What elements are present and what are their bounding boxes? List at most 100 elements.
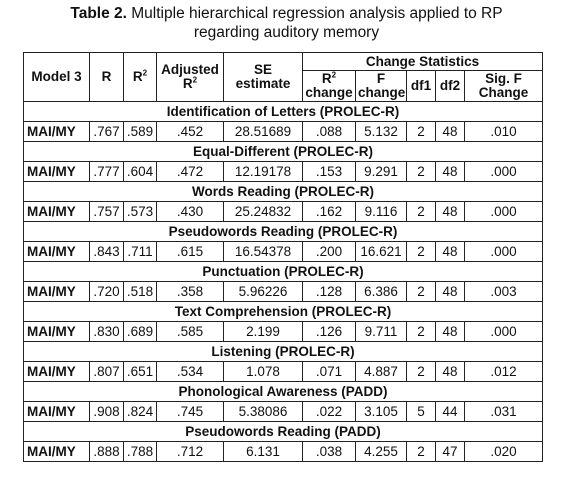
header-se-line1: SE xyxy=(253,62,272,77)
section-title: Phonological Awareness (PADD) xyxy=(23,381,543,402)
cell-sig-f-change: .031 xyxy=(464,401,543,422)
cell-df2: 48 xyxy=(435,361,465,382)
cell-df2: 48 xyxy=(435,201,465,222)
header-row-1: Model 3 R R2 Adjusted R2 SE estimate Chang… xyxy=(23,52,543,102)
cell-r2-change: .126 xyxy=(302,321,356,342)
cell-se-estimate: 5.38086 xyxy=(223,401,303,422)
cell-r2-change: .088 xyxy=(302,121,356,142)
header-sigf-line1: Sig. F xyxy=(485,71,522,86)
cell-df2: 48 xyxy=(435,121,465,142)
cell-r2: .711 xyxy=(123,241,157,262)
cell-sig-f-change: .012 xyxy=(464,361,543,382)
cell-se-estimate: 25.24832 xyxy=(223,201,303,222)
cell-adjusted-r2: .615 xyxy=(156,241,224,262)
cell-df1: 2 xyxy=(406,201,436,222)
header-fch-line2: change xyxy=(358,85,406,100)
cell-df2: 48 xyxy=(435,161,465,182)
header-se-line2: estimate xyxy=(235,76,291,91)
cell-se-estimate: 16.54378 xyxy=(223,241,303,262)
cell-adjusted-r2: .712 xyxy=(156,441,224,462)
section-header-row: Identification of Letters (PROLEC-R) xyxy=(23,101,543,122)
cell-r2: .518 xyxy=(123,281,157,302)
cell-sig-f-change: .010 xyxy=(464,121,543,142)
cell-sig-f-change: .000 xyxy=(464,241,543,262)
cell-r2: .824 xyxy=(123,401,157,422)
cell-se-estimate: 28.51689 xyxy=(223,121,303,142)
cell-r: .720 xyxy=(89,281,124,302)
cell-df2: 48 xyxy=(435,281,465,302)
header-r2ch-line2: change xyxy=(305,85,353,100)
cell-r: .908 xyxy=(89,401,124,422)
section-title: Pseudowords Reading (PROLEC-R) xyxy=(23,221,543,242)
section-header-row: Punctuation (PROLEC-R) xyxy=(23,261,543,282)
cell-f-change: 4.255 xyxy=(355,441,407,462)
cell-r2-change: .071 xyxy=(302,361,356,382)
section-header-row: Text Comprehension (PROLEC-R) xyxy=(23,301,543,322)
cell-sig-f-change: .000 xyxy=(464,201,543,222)
cell-model: MAI/MY xyxy=(23,281,90,302)
cell-r2: .604 xyxy=(123,161,157,182)
cell-adjusted-r2: .745 xyxy=(156,401,224,422)
cell-r2: .573 xyxy=(123,201,157,222)
header-r2ch-base: R xyxy=(321,71,332,86)
cell-se-estimate: 6.131 xyxy=(223,441,303,462)
cell-r: .830 xyxy=(89,321,124,342)
table-body: Identification of Letters (PROLEC-R) MAI/… xyxy=(23,101,543,462)
cell-adjusted-r2: .585 xyxy=(156,321,224,342)
cell-model: MAI/MY xyxy=(23,241,90,262)
cell-r: .767 xyxy=(89,121,124,142)
header-model: Model 3 xyxy=(23,52,90,102)
cell-f-change: 9.291 xyxy=(355,161,407,182)
cell-sig-f-change: .000 xyxy=(464,161,543,182)
cell-r2-change: .128 xyxy=(302,281,356,302)
cell-se-estimate: 5.96226 xyxy=(223,281,303,302)
cell-df1: 2 xyxy=(406,121,436,142)
header-r2: R2 xyxy=(123,52,157,102)
cell-f-change: 3.105 xyxy=(355,401,407,422)
cell-adjusted-r2: .472 xyxy=(156,161,224,182)
table-row: MAI/MY .767.589.452 28.51689.088 5.132 2 48.0… xyxy=(23,121,543,142)
cell-model: MAI/MY xyxy=(23,161,90,182)
cell-df1: 2 xyxy=(406,281,436,302)
cell-model: MAI/MY xyxy=(23,401,90,422)
header-r2-sup: 2 xyxy=(142,68,148,78)
table-row: MAI/MY .908.824.745 5.38086.022 3.105 5 44.03… xyxy=(23,401,543,422)
cell-r2-change: .162 xyxy=(302,201,356,222)
section-title: Punctuation (PROLEC-R) xyxy=(23,261,543,282)
cell-r2-change: .022 xyxy=(302,401,356,422)
caption-line-2: regarding auditory memory xyxy=(193,24,380,41)
cell-se-estimate: 12.19178 xyxy=(223,161,303,182)
cell-f-change: 16.621 xyxy=(355,241,407,262)
section-title: Identification of Letters (PROLEC-R) xyxy=(23,101,543,122)
header-df2: df2 xyxy=(435,70,465,102)
cell-f-change: 5.132 xyxy=(355,121,407,142)
cell-df2: 48 xyxy=(435,321,465,342)
cell-r2: .589 xyxy=(123,121,157,142)
table-row: MAI/MY .843.711.615 16.54378.200 16.621 2 48.… xyxy=(23,241,543,262)
cell-r: .807 xyxy=(89,361,124,382)
header-adj-line1: Adjusted xyxy=(161,62,219,77)
table-row: MAI/MY .777.604.472 12.19178.153 9.291 2 48.0… xyxy=(23,161,543,182)
cell-r: .843 xyxy=(89,241,124,262)
section-title: Equal-Different (PROLEC-R) xyxy=(23,141,543,162)
header-r2ch-line1: R2 xyxy=(305,72,353,86)
cell-f-change: 9.116 xyxy=(355,201,407,222)
section-header-row: Words Reading (PROLEC-R) xyxy=(23,181,543,202)
cell-adjusted-r2: .358 xyxy=(156,281,224,302)
caption-line-1: Table 2. Multiple hierarchical regressio… xyxy=(0,4,573,23)
cell-df1: 5 xyxy=(406,401,436,422)
cell-df1: 2 xyxy=(406,361,436,382)
section-header-row: Pseudowords Reading (PROLEC-R) xyxy=(23,221,543,242)
section-title: Listening (PROLEC-R) xyxy=(23,341,543,362)
cell-se-estimate: 1.078 xyxy=(223,361,303,382)
cell-adjusted-r2: .430 xyxy=(156,201,224,222)
table-row: MAI/MY .888.788.712 6.131.038 4.255 2 47.020 xyxy=(23,441,543,462)
cell-sig-f-change: .020 xyxy=(464,441,543,462)
cell-r: .757 xyxy=(89,201,124,222)
cell-model: MAI/MY xyxy=(23,321,90,342)
cell-model: MAI/MY xyxy=(23,121,90,142)
cell-adjusted-r2: .534 xyxy=(156,361,224,382)
header-df1: df1 xyxy=(406,70,436,102)
cell-se-estimate: 2.199 xyxy=(223,321,303,342)
